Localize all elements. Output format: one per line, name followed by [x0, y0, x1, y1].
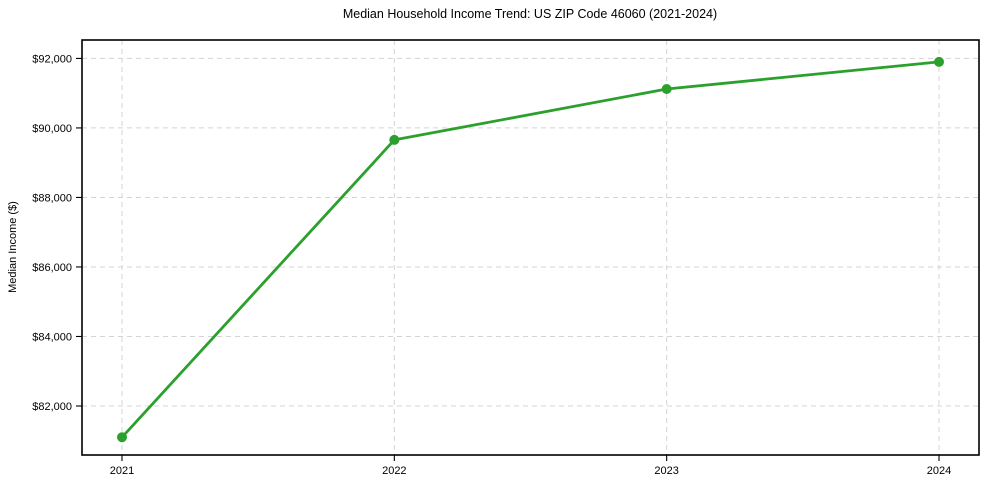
y-tick-label: $82,000 — [32, 401, 72, 413]
data-point-marker — [117, 432, 127, 443]
axes-frame — [81, 39, 980, 456]
y-tick-label: $90,000 — [32, 123, 72, 135]
y-tick-label: $86,000 — [32, 262, 72, 274]
x-tick-label: 2024 — [927, 465, 951, 477]
x-tick-label: 2021 — [110, 465, 134, 477]
x-tick-label: 2022 — [382, 465, 406, 477]
y-tick-label: $92,000 — [32, 53, 72, 65]
trend-line — [120, 60, 941, 439]
y-tick-label: $84,000 — [32, 331, 72, 343]
chart-title: Median Household Income Trend: US ZIP Co… — [342, 7, 718, 21]
data-point-marker — [389, 134, 400, 145]
y-tick-label: $88,000 — [32, 192, 72, 204]
x-tick-label: 2023 — [654, 465, 678, 477]
data-point-marker — [661, 84, 672, 95]
data-point-marker — [934, 56, 944, 67]
